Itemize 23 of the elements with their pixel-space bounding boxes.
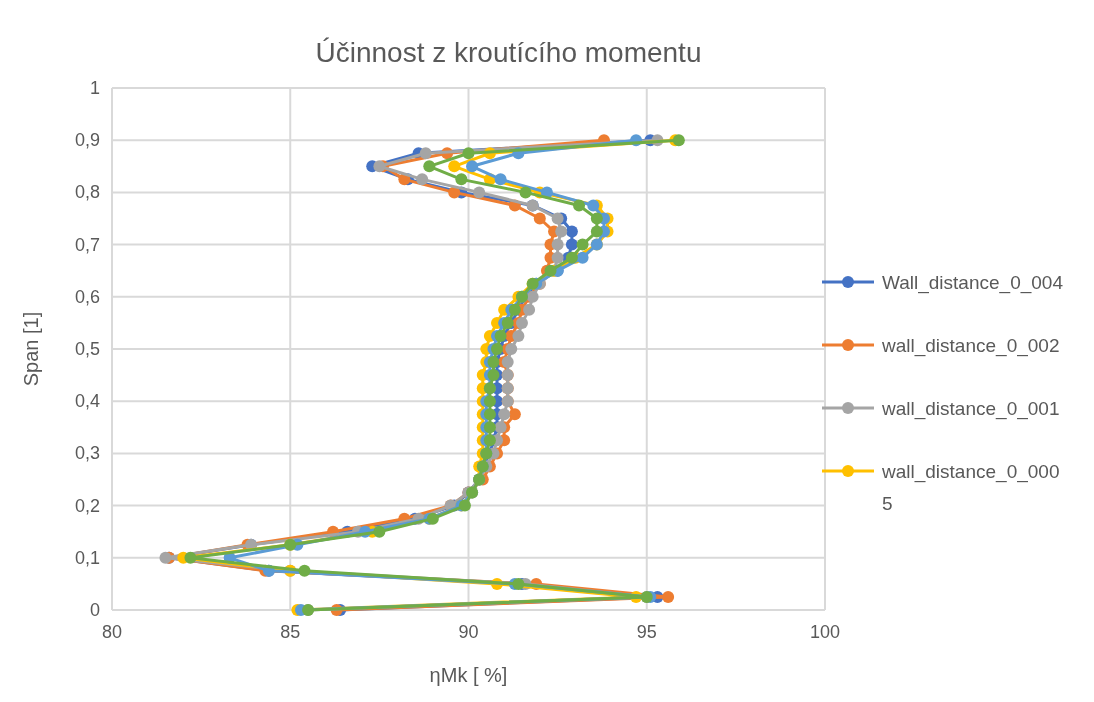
y-tick-label: 0,3: [74, 443, 100, 464]
y-tick-label: 0,7: [74, 234, 100, 255]
y-tick-label: 0,9: [74, 130, 100, 151]
legend-label: wall_distance_0_0005: [881, 461, 1060, 514]
x-tick-label: 80: [101, 622, 123, 642]
y-tick-label: 0,8: [74, 182, 100, 203]
legend-label: wall_distance_0_001: [881, 398, 1060, 420]
y-tick-label: 1: [89, 78, 100, 98]
x-tick-label: 85: [280, 622, 301, 642]
y-tick-label: 0,1: [74, 547, 100, 568]
y-tick-label: 0,5: [74, 339, 100, 359]
y-axis-title: Span [1]: [20, 311, 42, 387]
x-tick-label: 90: [458, 622, 479, 642]
y-tick-label: 0,6: [74, 286, 100, 307]
legend-label: wall_distance_0_002: [881, 335, 1060, 357]
legend-label: Wall_distance_0_004: [882, 272, 1064, 294]
y-tick-label: 0,2: [74, 495, 100, 516]
chart-title: Účinnost z kroutícího momentu: [315, 37, 702, 68]
x-tick-label: 95: [636, 622, 657, 642]
x-tick-label: 100: [809, 622, 841, 642]
y-tick-label: 0,4: [74, 391, 100, 412]
x-axis-title: ηMk [ %]: [429, 664, 508, 686]
y-tick-label: 0: [89, 600, 100, 620]
